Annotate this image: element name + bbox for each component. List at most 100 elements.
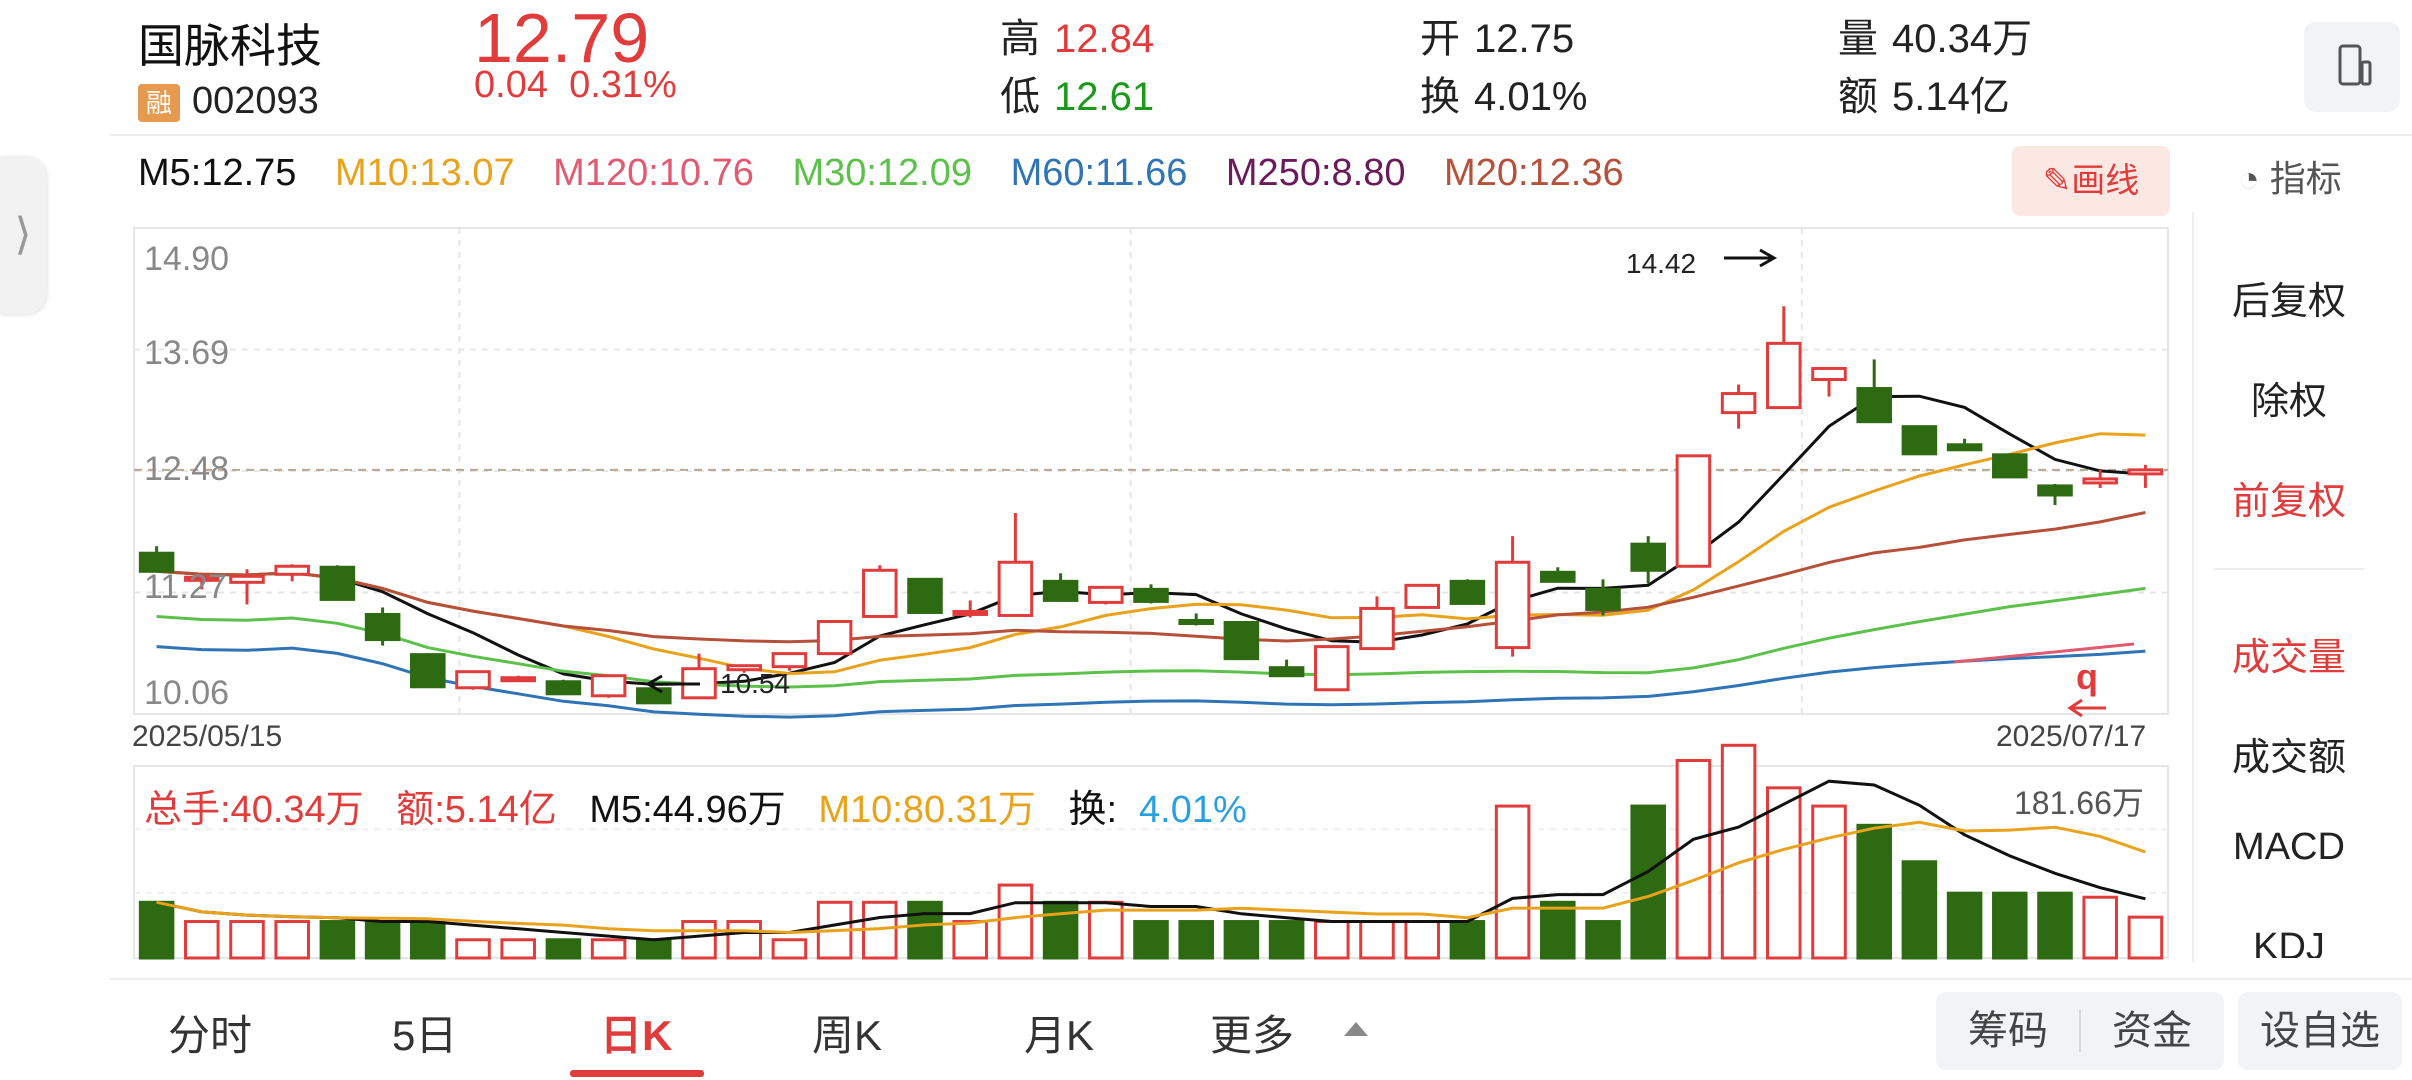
- ma10-value: M10:13.07: [335, 152, 515, 194]
- volume-bar-up: [1766, 786, 1802, 960]
- candle-up: [771, 652, 808, 669]
- tabs-divider: [110, 978, 2412, 980]
- volume-bar-down: [545, 938, 582, 960]
- vol-turnover: 换: 4.01%: [1068, 789, 1247, 831]
- volume-bar-up: [952, 920, 988, 960]
- y-tick-5: 10.06: [144, 674, 230, 712]
- volume-bar-up: [1314, 920, 1350, 960]
- volume-bar-down: [1856, 823, 1892, 960]
- candle-down: [410, 653, 446, 689]
- candle-up: [952, 609, 988, 616]
- volume-bar-up: [726, 920, 762, 960]
- change-pct: 0.31%: [569, 64, 677, 106]
- volume-bar-down: [1449, 920, 1486, 960]
- volume-bar-down: [1178, 920, 1214, 960]
- indicator-button[interactable]: ◔ 指标: [2238, 150, 2342, 202]
- menu-item-volume[interactable]: 成交量: [2231, 637, 2346, 679]
- marker-q: q: [2076, 656, 2098, 697]
- ma-legend: M5:12.75 M10:13.07 M120:10.76 M30:12.09 …: [138, 152, 1652, 195]
- caret-up-icon: [1344, 1022, 1368, 1036]
- candle-up: [1766, 341, 1802, 410]
- candle-up: [590, 674, 627, 698]
- volume-bar-up: [1494, 804, 1531, 960]
- expand-panel-button[interactable]: ⟩: [0, 156, 46, 314]
- ma120-value: M120:10.76: [553, 152, 754, 194]
- tab-5day[interactable]: 5日: [392, 1012, 458, 1059]
- pill-divider: [2079, 1010, 2081, 1052]
- volume-bar-down: [1992, 891, 2028, 960]
- draw-line-label: 画线: [2071, 162, 2140, 200]
- volume-bar-up: [184, 920, 220, 960]
- chart-annotations: [644, 248, 2106, 718]
- volume-bar-down: [1540, 900, 1576, 960]
- candle-down: [1223, 621, 1260, 661]
- volume-bar-down: [364, 920, 401, 960]
- draw-line-button[interactable]: ✎画线: [2012, 146, 2170, 216]
- min-arrow-head: [644, 674, 663, 694]
- candle-down: [1856, 387, 1892, 424]
- date-end: 2025/07/17: [1996, 720, 2147, 753]
- min-price-label: 10.54: [720, 668, 791, 699]
- candle-down: [1268, 666, 1305, 678]
- price-change: 0.04 0.31%: [474, 64, 677, 107]
- change-value: 0.04: [474, 64, 548, 106]
- ma-lines: [156, 394, 2146, 719]
- menu-item-ex-rights[interactable]: 除权: [2250, 381, 2327, 423]
- y-tick-1: 14.90: [144, 240, 230, 278]
- volume-bar-down: [1630, 804, 1666, 960]
- volume-bar-up: [1675, 758, 1712, 960]
- candle-up: [1494, 560, 1531, 650]
- candle-up: [862, 568, 898, 618]
- vol-m10: M10:80.31万: [818, 789, 1036, 831]
- volume-bar-down: [138, 900, 175, 960]
- side-menu-border: [2192, 212, 2194, 962]
- ma20-line: [156, 511, 2146, 644]
- menu-item-macd[interactable]: MACD: [2233, 826, 2345, 868]
- tab-more[interactable]: 更多: [1210, 1012, 1295, 1059]
- chips-funds-group: 筹码 资金: [1936, 992, 2224, 1070]
- funds-button[interactable]: 资金: [2112, 1009, 2192, 1053]
- y-tick-4: 11.27: [144, 568, 227, 606]
- volume-bar-up: [229, 920, 265, 960]
- tab-monthly-k[interactable]: 月K: [1024, 1012, 1095, 1059]
- vol-ma5-line: [156, 779, 2146, 942]
- candle-down: [1449, 579, 1486, 605]
- candle-up: [997, 560, 1034, 617]
- volume-bar-up: [1811, 804, 1847, 960]
- candle-down: [1946, 443, 1983, 452]
- y-tick-3: 12.48: [144, 450, 230, 488]
- volume-bar-down: [1042, 900, 1079, 960]
- last-price: 12.79: [474, 0, 650, 77]
- candle-up: [455, 670, 491, 690]
- landscape-toggle-button[interactable]: [2304, 22, 2400, 112]
- volume-ma-lines: [156, 779, 2146, 942]
- volume-bar-down: [1223, 920, 1260, 960]
- ma5-line: [156, 394, 2146, 686]
- quote-amount: 额 5.14亿: [1838, 75, 2010, 119]
- tab-weekly-k[interactable]: 周K: [812, 1012, 883, 1059]
- candle-down: [364, 612, 401, 642]
- margin-badge: 融: [138, 84, 180, 122]
- menu-item-post-adjust[interactable]: 后复权: [2231, 281, 2346, 323]
- menu-item-amount[interactable]: 成交额: [2231, 737, 2346, 779]
- volume-bar-up: [681, 920, 717, 960]
- tab-daily-k[interactable]: 日K: [600, 1012, 673, 1059]
- candle-up: [229, 574, 265, 584]
- candle-down: [1178, 618, 1214, 625]
- max-arrow-head: [1759, 248, 1778, 268]
- menu-item-pre-adjust[interactable]: 前复权: [2231, 481, 2346, 523]
- chips-button[interactable]: 筹码: [1968, 1009, 2048, 1053]
- volume-bar-down: [410, 920, 446, 960]
- volume-bar-up: [1404, 920, 1440, 960]
- ma250-value: M250:8.80: [1225, 152, 1406, 194]
- quote-open: 开 12.75: [1420, 17, 1575, 61]
- candle-down: [1042, 579, 1079, 602]
- volume-bar-up: [1720, 743, 1757, 960]
- candle-up: [500, 676, 536, 683]
- volume-bar-up: [2082, 895, 2118, 960]
- tab-intraday[interactable]: 分时: [168, 1012, 253, 1059]
- add-watchlist-button[interactable]: 设自选: [2238, 992, 2402, 1070]
- volume-bar-down: [1268, 920, 1305, 960]
- menu-item-kdj[interactable]: KDJ: [2253, 926, 2325, 958]
